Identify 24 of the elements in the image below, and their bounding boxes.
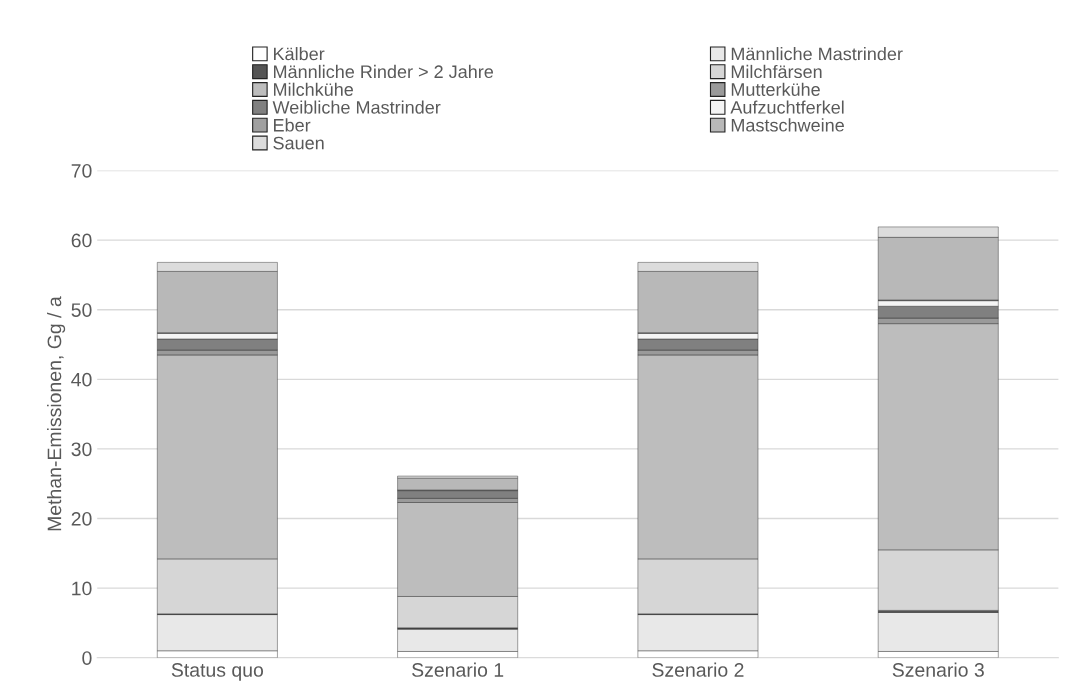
y-tick-label: 70 [71,163,92,178]
legend-label: Sauen [273,136,324,150]
y-tick-label: 60 [71,233,92,248]
legend-label: Mutterkühe [731,82,820,96]
legend-label: Aufzuchtferkel [730,100,844,114]
legend-label: Kälber [274,47,325,61]
y-tick-label: 40 [71,372,92,387]
y-tick-label: 0 [82,651,92,665]
y-tick-label: 50 [71,303,92,317]
legend-label: Männliche Mastrinder [731,47,903,61]
legend-label: Männliche Rinder > 2 Jahre [274,64,494,79]
legend-label: Milchfärsen [731,64,822,79]
x-tick-label: Szenario 2 [652,662,744,677]
y-tick-label: 30 [71,442,92,457]
y-axis-title: Methan-Emissionen, Gg / a [47,296,66,531]
x-tick-label: Status quo [171,663,264,681]
x-tick-label: Szenario 3 [892,662,984,677]
y-tick-label: 10 [72,581,92,596]
legend-label: Weibliche Mastrinder [272,100,441,114]
legend-label: Milchkühe [274,82,354,96]
y-tick-label: 20 [71,511,92,526]
legend-label: Mastschweine [731,118,844,132]
x-tick-label: Szenario 1 [412,662,504,677]
legend-label: Eber [274,118,311,132]
